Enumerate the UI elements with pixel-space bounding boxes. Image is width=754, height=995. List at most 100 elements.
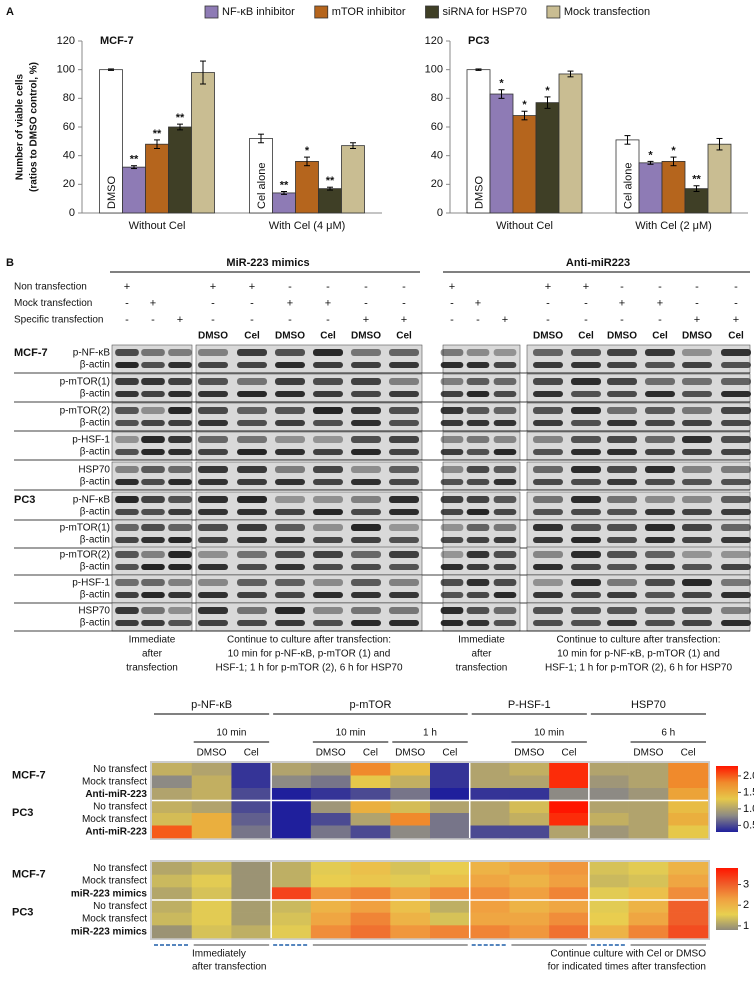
blot-band [351,579,381,586]
blot-band [115,537,139,543]
heatmap-cell [469,925,510,939]
blot-band [198,391,228,397]
blot-actin-label: β-actin [80,590,110,601]
blot-band [168,362,192,368]
blot-band [533,391,563,397]
blot-band [168,524,192,531]
heatmap-cell [549,912,590,926]
heatmap-cell [231,912,272,926]
blot-band [466,378,490,385]
sign: + [401,314,407,326]
blot-actin-label: β-actin [80,507,110,518]
blot-band [721,466,751,473]
blot-band [141,579,165,586]
blot-band [571,537,601,543]
blot-band [351,607,381,614]
blot-image [195,519,423,549]
blot-band [645,607,675,614]
y-tick-label: 80 [431,92,443,104]
blot-band [275,378,305,385]
blot-band [115,436,139,443]
row-label: Mock transfect [82,914,147,925]
blot-band [682,564,712,570]
heatmap-cell [310,788,351,801]
heatmap-cell [588,825,629,839]
blot-image [526,344,751,374]
heatmap-cell [231,813,272,826]
blot-band [607,551,637,558]
blot-band [440,391,464,397]
row-label: No transfect [93,901,147,912]
blot-band [389,378,419,385]
blot-band [493,524,517,531]
blot-band [466,466,490,473]
blot-band [721,407,751,414]
column-label: Cel [681,748,696,759]
blot-band [198,420,228,426]
blot-band [198,407,228,414]
heatmap-cell [350,813,391,826]
blot-band [237,496,267,503]
heatmap-cell [350,775,391,789]
blot-band [466,407,490,414]
heatmap-cell [152,900,193,913]
row-label: miR-223 mimics [71,926,148,937]
blot-band [645,466,675,473]
heatmap-cell [588,813,629,826]
error-bar [131,165,137,170]
blot-band [493,378,517,385]
blot-caption: Immediate [129,635,176,646]
legend-label: siRNA for HSP70 [443,6,527,18]
heatmap-cell [350,900,391,913]
blot-band [275,407,305,414]
legend-swatch [314,5,329,19]
bar [295,160,319,214]
heatmap-cell [231,763,272,776]
heatmap-cell [668,813,709,826]
heatmap-cell [509,788,550,801]
blot-caption: Continue to culture after transfection: [227,635,391,646]
panel-label: B [6,257,14,269]
blot-band [351,436,381,443]
blot-image [195,491,423,521]
blot-band [571,436,601,443]
legend-label: NF-κB inhibitor [222,6,295,18]
heatmap-cell [430,874,471,888]
y-tick-label: 0 [437,207,443,219]
blot-band [607,564,637,570]
time-label: 1 h [423,728,437,739]
blot-band [115,620,139,626]
cell-line-label: MCF-7 [14,347,48,359]
blot-band [682,524,712,531]
blot-band [198,579,228,586]
blot-band [168,449,192,455]
error-bar [670,156,677,167]
blot-band [237,466,267,473]
blot-band [493,362,517,368]
sign: - [734,297,738,309]
blot-band [607,537,637,543]
blot-band [115,349,139,356]
blot-band [571,407,601,414]
heatmap-cell [231,900,272,913]
blot-band [389,496,419,503]
heatmap-cell [628,887,669,901]
blot-band [571,509,601,515]
blot-band [645,537,675,543]
blot-band [682,362,712,368]
x-tick-label: With Cel (2 μM) [635,220,712,232]
blot-protein-label: p-mTOR(1) [60,377,110,388]
sign: + [449,281,455,293]
blot-band [141,420,165,426]
blot-band [645,362,675,368]
blot-band [237,607,267,614]
blot-band [141,466,165,473]
heatmap-cell [350,874,391,888]
blot-band [275,496,305,503]
blot-band [389,349,419,356]
blot-band [237,620,267,626]
note: for indicated times after transfection [548,962,706,973]
blot-band [168,378,192,385]
heatmap-cell [191,800,232,814]
